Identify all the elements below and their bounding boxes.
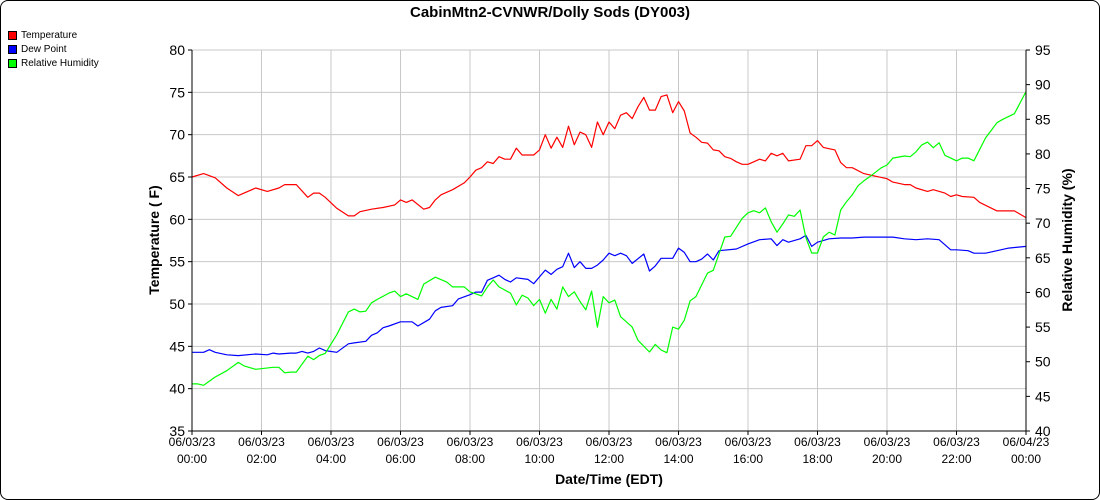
x-tick-label-date: 06/03/23 <box>725 435 772 449</box>
legend-item-temperature: Temperature <box>8 28 99 42</box>
series-lines <box>191 91 1027 386</box>
x-tick-label-time: 06:00 <box>385 452 415 466</box>
y-tick-label-left: 60 <box>169 211 185 227</box>
x-axis-title: Date/Time (EDT) <box>555 471 663 487</box>
y-tick-label-right: 85 <box>1035 111 1051 127</box>
x-tick-label-time: 00:00 <box>177 452 207 466</box>
x-tick-label-time: 18:00 <box>802 452 832 466</box>
y-axis-title-right: Relative Humidity (%) <box>1059 168 1075 311</box>
y-tick-label-right: 95 <box>1035 42 1051 58</box>
x-tick-label-date: 06/03/23 <box>516 435 563 449</box>
legend-label-dew-point: Dew Point <box>21 43 67 55</box>
axes: 35 40 45 50 55 60 65 70 75 80 40 45 50 55 60 65 70 75 80 85… <box>169 42 1051 466</box>
x-tick-label-time: 08:00 <box>455 452 485 466</box>
y-tick-label-right: 40 <box>1035 423 1051 439</box>
legend-item-relative-humidity: Relative Humidity <box>8 56 99 70</box>
y-tick-label-right: 65 <box>1035 250 1051 266</box>
y-tick-label-left: 40 <box>169 381 185 397</box>
legend-swatch-dew-point <box>8 44 17 54</box>
chart-title: CabinMtn2-CVNWR/Dolly Sods (DY003) <box>409 4 691 21</box>
legend-swatch-temperature <box>8 30 17 40</box>
y-tick-label-left: 45 <box>169 338 185 354</box>
x-tick-label-date: 06/03/23 <box>933 435 980 449</box>
y-tick-label-left: 70 <box>169 127 185 143</box>
legend-label-temperature: Temperature <box>21 29 78 41</box>
x-tick-label-time: 14:00 <box>663 452 693 466</box>
y-tick-label-left: 50 <box>169 296 185 312</box>
x-tick-label-date: 06/03/23 <box>238 435 285 449</box>
grid <box>191 49 1027 432</box>
y-tick-label-left: 65 <box>169 169 185 185</box>
y-tick-label-right: 50 <box>1035 354 1051 370</box>
y-tick-label-right: 45 <box>1035 388 1051 404</box>
x-tick-label-time: 20:00 <box>872 452 902 466</box>
x-tick-label-date: 06/03/23 <box>377 435 424 449</box>
x-tick-label-date: 06/03/23 <box>308 435 355 449</box>
legend: Temperature Dew Point Relative Humidity <box>8 28 99 70</box>
x-tick-label-date: 06/03/23 <box>447 435 494 449</box>
y-axis-title-left: Temperature ( F) <box>146 185 162 294</box>
x-tick-label-time: 10:00 <box>524 452 554 466</box>
legend-item-dew-point: Dew Point <box>8 42 99 56</box>
x-tick-label-time: 12:00 <box>594 452 624 466</box>
x-tick-label-date: 06/03/23 <box>169 435 216 449</box>
y-tick-label-right: 70 <box>1035 215 1051 231</box>
series-line-dew-point <box>192 234 1027 357</box>
x-tick-label-time: 04:00 <box>316 452 346 466</box>
series-line-relative-humidity <box>192 91 1027 386</box>
y-tick-label-left: 75 <box>169 84 185 100</box>
y-tick-label-right: 60 <box>1035 284 1051 300</box>
y-tick-label-right: 75 <box>1035 181 1051 197</box>
y-tick-label-right: 90 <box>1035 77 1051 93</box>
legend-swatch-relative-humidity <box>8 58 17 68</box>
series-line-temperature <box>191 94 1027 219</box>
x-tick-label-date: 06/03/23 <box>864 435 911 449</box>
x-tick-label-date: 06/03/23 <box>586 435 633 449</box>
legend-label-relative-humidity: Relative Humidity <box>21 57 99 69</box>
x-tick-label-date: 06/03/23 <box>655 435 702 449</box>
y-tick-label-left: 80 <box>169 42 185 58</box>
x-tick-label-time: 02:00 <box>246 452 276 466</box>
y-tick-label-left: 35 <box>169 423 185 439</box>
x-tick-label-date: 06/04/23 <box>1003 435 1050 449</box>
x-tick-label-time: 00:00 <box>1011 452 1041 466</box>
y-tick-label-left: 55 <box>169 254 185 270</box>
x-tick-label-time: 16:00 <box>733 452 763 466</box>
x-tick-label-time: 22:00 <box>941 452 971 466</box>
y-tick-label-right: 55 <box>1035 319 1051 335</box>
x-tick-label-date: 06/03/23 <box>794 435 841 449</box>
y-tick-label-right: 80 <box>1035 146 1051 162</box>
